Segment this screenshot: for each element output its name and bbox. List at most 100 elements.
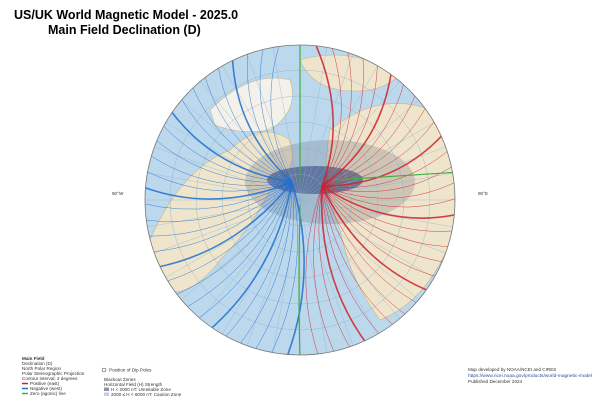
contour <box>321 185 448 263</box>
contour <box>162 181 293 283</box>
agonic-line <box>298 204 301 355</box>
contour <box>321 68 393 187</box>
contour <box>217 62 293 183</box>
legend-item: Declination (D) <box>22 361 53 366</box>
meridian <box>200 199 301 319</box>
zone-swatch <box>104 392 109 396</box>
contour <box>247 48 293 183</box>
legend-title: Main Field <box>22 356 45 361</box>
contour <box>321 185 455 219</box>
meridian <box>299 199 328 353</box>
contour <box>313 185 337 355</box>
contour <box>222 181 293 341</box>
contour <box>321 45 342 187</box>
contour <box>321 52 364 187</box>
zone-item: H < 2000 nT: Unreliable Zone <box>111 387 171 392</box>
meridian <box>246 199 301 346</box>
contour <box>321 79 406 187</box>
contour <box>194 181 293 321</box>
contour <box>321 131 446 187</box>
contour <box>203 72 293 183</box>
meridian <box>299 199 419 300</box>
contour <box>285 181 305 355</box>
meridian <box>154 146 301 201</box>
contour <box>321 180 455 199</box>
contour <box>318 185 353 352</box>
contour <box>270 45 293 183</box>
contour <box>145 169 293 192</box>
contour <box>321 60 378 187</box>
legend-item: Polar Stereographic Projection <box>22 371 85 376</box>
credit-line: Map developed by NOAA/NCEI and CIRES <box>468 367 556 372</box>
map-border <box>144 44 456 356</box>
contour <box>182 181 293 310</box>
legend-item: Positive (east) <box>30 381 60 386</box>
contour <box>321 185 432 293</box>
contour <box>237 181 293 348</box>
legend-item: Negative (west) <box>30 386 62 391</box>
contour <box>231 54 293 183</box>
title: US/UK World Magnetic Model - 2025.0 <box>14 8 238 22</box>
contour <box>179 94 293 183</box>
zone-swatch <box>104 387 109 391</box>
contour <box>190 82 293 183</box>
longitude-label: 90°E <box>478 191 488 196</box>
meridian <box>299 65 378 201</box>
contour <box>321 103 429 187</box>
contour <box>145 181 293 200</box>
land <box>326 103 455 321</box>
contour <box>207 181 293 332</box>
dip-pole-label: Position of Dip Poles <box>109 368 152 373</box>
land <box>149 131 293 293</box>
meridian <box>299 81 400 201</box>
meridian <box>272 199 301 353</box>
credit-line: Published December 2024 <box>468 379 523 384</box>
contour <box>145 181 293 210</box>
legend-item: Zero (agonic) line <box>30 391 66 396</box>
contour <box>321 163 455 192</box>
contour <box>269 181 298 355</box>
contour <box>168 107 293 183</box>
contour <box>321 185 397 328</box>
legend-item: North Polar Region <box>22 366 62 371</box>
meridian <box>299 199 446 254</box>
contour <box>321 185 410 318</box>
meridian <box>154 199 301 254</box>
meridian <box>299 54 354 201</box>
contour <box>313 45 334 187</box>
meridian <box>299 199 354 346</box>
contour <box>152 137 293 183</box>
legend-item: Contour interval: 2 degrees <box>22 376 78 381</box>
contour <box>148 181 293 253</box>
contour <box>172 181 293 297</box>
contour <box>321 185 455 232</box>
subtitle: Main Field Declination (D) <box>48 23 201 37</box>
contour <box>146 153 293 186</box>
contour <box>321 46 352 187</box>
contour <box>321 185 455 208</box>
credit-line: https://www.ncei.noaa.gov/products/world… <box>468 373 592 379</box>
credits: Map developed by NOAA/NCEI and CIREShttp… <box>468 367 592 384</box>
contour <box>320 185 369 346</box>
meridian <box>299 199 400 319</box>
contour <box>159 122 293 183</box>
dip-pole-symbol <box>101 367 107 373</box>
meridian <box>299 47 328 201</box>
meridian <box>246 54 301 201</box>
contour <box>321 185 383 338</box>
contour <box>321 185 421 306</box>
contour <box>321 147 452 188</box>
meridian <box>272 47 301 201</box>
contour <box>253 181 294 354</box>
zones-title: Blackout Zones <box>104 377 136 382</box>
longitude-label: 90°W <box>112 191 124 196</box>
contour <box>145 181 293 222</box>
contour <box>154 181 293 269</box>
contour <box>145 181 293 237</box>
contour <box>305 185 323 355</box>
meridian <box>181 199 301 300</box>
